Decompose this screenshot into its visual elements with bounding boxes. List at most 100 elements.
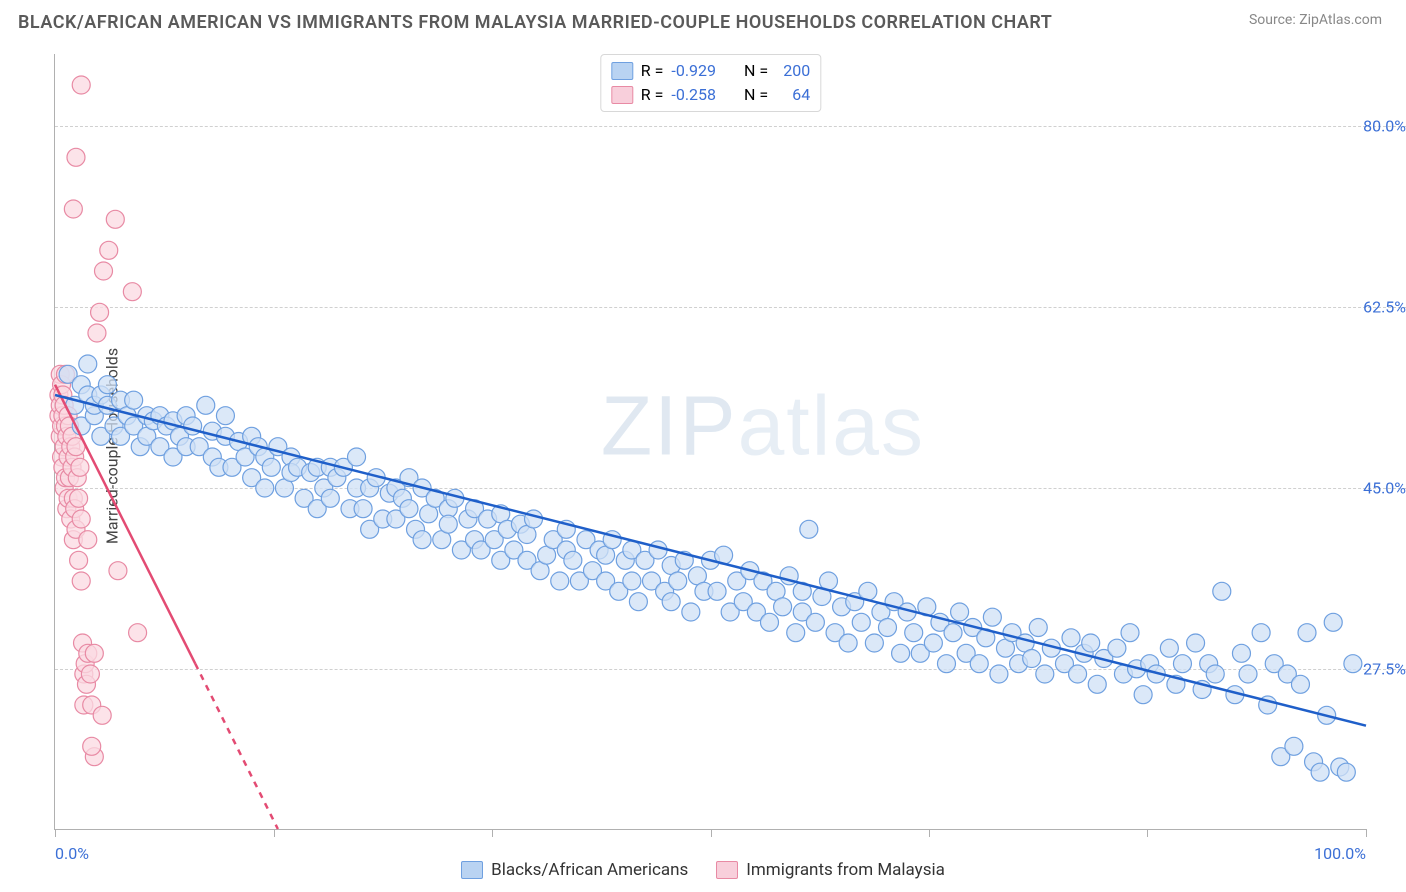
x-tick [711, 829, 712, 837]
data-point [85, 644, 103, 662]
data-point [93, 706, 111, 724]
swatch-pink [611, 86, 633, 104]
r-label: R = [641, 83, 664, 107]
swatch-blue [611, 62, 633, 80]
x-tick [492, 829, 493, 837]
data-point [91, 303, 109, 321]
data-point [197, 396, 215, 414]
data-point [1069, 665, 1087, 683]
data-point [1298, 624, 1316, 642]
data-point [892, 644, 910, 662]
x-tick [1366, 829, 1367, 837]
data-point [67, 148, 85, 166]
data-point [72, 572, 90, 590]
legend-swatch-pink [716, 861, 738, 879]
data-point [806, 613, 824, 631]
chart-plot-area: ZIPatlas R = -0.929 N = 200 R = -0.258 N… [54, 54, 1366, 830]
r-value-pink: -0.258 [671, 83, 716, 107]
data-point [983, 608, 1001, 626]
x-tick [1147, 829, 1148, 837]
data-point [348, 448, 366, 466]
data-point [125, 391, 143, 409]
data-point [865, 634, 883, 652]
stats-row-blue: R = -0.929 N = 200 [611, 59, 810, 83]
data-point [81, 665, 99, 683]
trend-line [195, 664, 278, 829]
data-point [1239, 665, 1257, 683]
data-point [400, 500, 418, 518]
data-point [1088, 675, 1106, 693]
data-point [321, 489, 339, 507]
data-point [1029, 619, 1047, 637]
legend-label-blue: Blacks/African Americans [491, 860, 688, 880]
data-point [551, 572, 569, 590]
n-label: N = [744, 59, 768, 83]
data-point [1108, 639, 1126, 657]
data-point [937, 655, 955, 673]
chart-header: BLACK/AFRICAN AMERICAN VS IMMIGRANTS FRO… [0, 0, 1406, 37]
data-point [774, 598, 792, 616]
data-point [1173, 655, 1191, 673]
legend-swatch-blue [461, 861, 483, 879]
data-point [800, 520, 818, 538]
data-point [88, 324, 106, 342]
data-point [1285, 737, 1303, 755]
data-point [106, 210, 124, 228]
data-point [1311, 763, 1329, 781]
r-label: R = [641, 59, 664, 83]
data-point [944, 624, 962, 642]
data-point [852, 613, 870, 631]
data-point [123, 283, 141, 301]
data-point [905, 624, 923, 642]
n-value-blue: 200 [776, 59, 810, 83]
data-point [1213, 582, 1231, 600]
data-point [525, 510, 543, 528]
data-point [662, 593, 680, 611]
data-point [669, 572, 687, 590]
data-point [1134, 686, 1152, 704]
n-value-pink: 64 [776, 83, 810, 107]
x-tick [55, 829, 56, 837]
data-point [64, 200, 82, 218]
data-point [1337, 763, 1355, 781]
data-point [1206, 665, 1224, 683]
r-value-blue: -0.929 [671, 59, 716, 83]
data-point [72, 510, 90, 528]
data-point [439, 515, 457, 533]
data-point [70, 551, 88, 569]
data-point [1062, 629, 1080, 647]
legend-item-blue: Blacks/African Americans [461, 860, 688, 880]
data-point [72, 76, 90, 94]
data-point [1291, 675, 1309, 693]
data-point [1187, 634, 1205, 652]
data-point [878, 619, 896, 637]
x-tick [274, 829, 275, 837]
chart-source: Source: ZipAtlas.com [1249, 12, 1382, 28]
data-point [649, 541, 667, 559]
data-point [129, 624, 147, 642]
legend-label-pink: Immigrants from Malaysia [746, 860, 945, 880]
chart-title: BLACK/AFRICAN AMERICAN VS IMMIGRANTS FRO… [18, 12, 1052, 33]
n-label: N = [744, 83, 768, 107]
data-point [1036, 665, 1054, 683]
data-point [1160, 639, 1178, 657]
data-point [839, 634, 857, 652]
data-point [83, 737, 101, 755]
trend-line [55, 395, 1366, 726]
data-point [682, 603, 700, 621]
data-point [79, 531, 97, 549]
data-point [623, 572, 641, 590]
data-point [70, 489, 88, 507]
data-point [951, 603, 969, 621]
data-point [109, 562, 127, 580]
data-point [100, 241, 118, 259]
data-point [98, 376, 116, 394]
scatter-svg [55, 54, 1366, 829]
data-point [1324, 613, 1342, 631]
data-point [787, 624, 805, 642]
data-point [708, 582, 726, 600]
data-point [990, 665, 1008, 683]
stats-legend: R = -0.929 N = 200 R = -0.258 N = 64 [600, 54, 821, 112]
data-point [354, 500, 372, 518]
data-point [564, 551, 582, 569]
